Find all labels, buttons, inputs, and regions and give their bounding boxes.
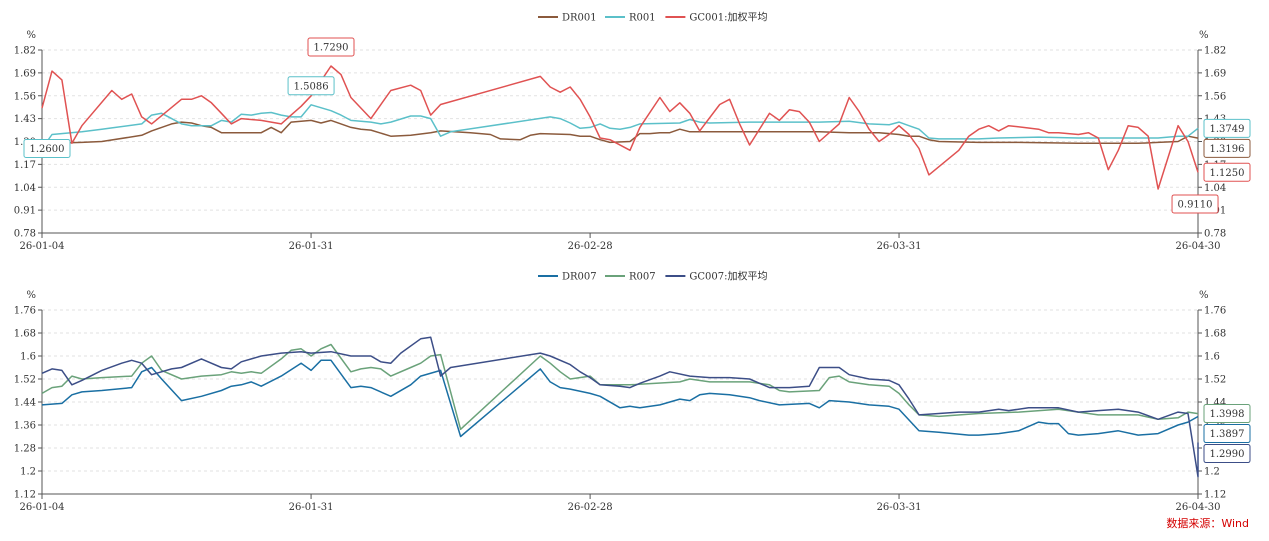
chart2-unit-left: % (26, 290, 36, 301)
chart2-ytick-label-right: 1.76 (1204, 306, 1226, 317)
chart1-callout-label: 0.9110 (1178, 199, 1213, 210)
chart2-series-line-3 (41, 336, 1199, 478)
chart1-unit-left: % (26, 30, 36, 41)
chart2-xtick-label: 26-03-31 (877, 502, 922, 513)
chart2-xtick-label: 26-04-30 (1176, 502, 1221, 513)
chart2-ytick-label-left: 1.44 (14, 398, 36, 409)
chart2-ytick-label-left: 1.68 (14, 329, 36, 340)
chart2-ytick-label-left: 1.36 (14, 421, 36, 432)
chart2-xtick-label: 26-02-28 (568, 502, 613, 513)
chart2-end-label: 1.2990 (1210, 449, 1245, 460)
chart2-ytick-label-right: 1.68 (1204, 329, 1226, 340)
chart2-xtick-label: 26-01-04 (20, 502, 65, 513)
chart2-xtick-label: 26-01-31 (289, 502, 334, 513)
chart1-unit-right: % (1199, 30, 1209, 41)
chart1-xtick-label: 26-01-31 (289, 241, 334, 252)
chart1-ytick-label-right: 1.04 (1204, 183, 1226, 194)
chart1-series-line-1 (41, 119, 1199, 147)
chart1-callout-box (307, 37, 355, 57)
chart1-end-label: 1.3749 (1210, 124, 1245, 135)
chart2-end-label-box (1203, 444, 1251, 464)
chart1-legend-label: R001 (629, 13, 656, 24)
chart1-ytick-label-left: 1.43 (14, 114, 36, 125)
chart2-end-label: 1.3998 (1210, 409, 1245, 420)
source-note: 数据来源：Wind (1166, 517, 1249, 530)
chart2-ytick-label-left: 1.12 (14, 490, 36, 501)
chart1-callout-box (287, 76, 335, 96)
chart2-legend-label: R007 (629, 272, 656, 283)
chart2-end-label-box (1203, 404, 1251, 424)
chart2-series-line-1 (41, 359, 1199, 438)
chart1-end-label: 1.3196 (1210, 144, 1245, 155)
chart2-ytick-label-right: 1.12 (1204, 490, 1226, 501)
chart1-ytick-label-left: 1.04 (14, 183, 36, 194)
chart2-end-label-box (1203, 424, 1251, 444)
chart1-end-label-box (1203, 138, 1251, 158)
chart1-ytick-label-left: 1.69 (14, 68, 36, 79)
chart2-ytick-label-right: 1.6 (1204, 352, 1220, 363)
chart2-ytick-label-left: 1.52 (14, 375, 36, 386)
chart1-ytick-label-left: 1.82 (14, 46, 36, 57)
chart2-ytick-label-right: 1.2 (1204, 467, 1220, 478)
chart1-ytick-label-left: 0.91 (14, 206, 36, 217)
chart1-end-label: 1.1250 (1210, 168, 1245, 179)
chart1-callout-label: 1.2600 (30, 144, 65, 155)
chart1-callout-box (23, 139, 71, 159)
chart1-ytick-label-left: 0.78 (14, 229, 36, 240)
chart1-callout-label: 1.7290 (314, 43, 349, 54)
chart1-legend-label: GC001:加权平均 (689, 11, 767, 24)
chart1-xtick-label: 26-04-30 (1176, 241, 1221, 252)
chart1-end-label-box (1203, 162, 1251, 182)
chart1-ytick-label-left: 1.17 (14, 160, 36, 171)
chart1-ytick-label-right: 1.56 (1204, 91, 1226, 102)
chart1-xtick-label: 26-02-28 (568, 241, 613, 252)
chart2-ytick-label-left: 1.76 (14, 306, 36, 317)
chart1-series-line-3 (41, 65, 1199, 190)
chart2-end-label: 1.3897 (1210, 429, 1245, 440)
chart2-ytick-label-left: 1.2 (20, 467, 36, 478)
chart1-callout-label: 1.5086 (294, 81, 329, 92)
chart2-legend-label: DR007 (562, 272, 597, 283)
chart1-ytick-label-left: 1.56 (14, 91, 36, 102)
chart1-end-label-box (1203, 118, 1251, 138)
chart1-ytick-label-right: 0.78 (1204, 229, 1226, 240)
chart2-ytick-label-right: 1.52 (1204, 375, 1226, 386)
chart2-ytick-label-left: 1.6 (20, 352, 36, 363)
chart2-legend-label: GC007:加权平均 (689, 270, 767, 283)
chart1-callout-box (1171, 194, 1219, 214)
chart1-series-line-2 (41, 104, 1199, 149)
chart1-ytick-label-right: 1.82 (1204, 46, 1226, 57)
chart2-unit-right: % (1199, 290, 1209, 301)
chart2-ytick-label-right: 1.44 (1204, 398, 1226, 409)
chart1-ytick-label-right: 1.69 (1204, 68, 1226, 79)
chart1-legend-label: DR001 (562, 13, 597, 24)
chart1-xtick-label: 26-01-04 (20, 241, 65, 252)
chart2-ytick-label-left: 1.28 (14, 444, 36, 455)
chart1-xtick-label: 26-03-31 (877, 241, 922, 252)
